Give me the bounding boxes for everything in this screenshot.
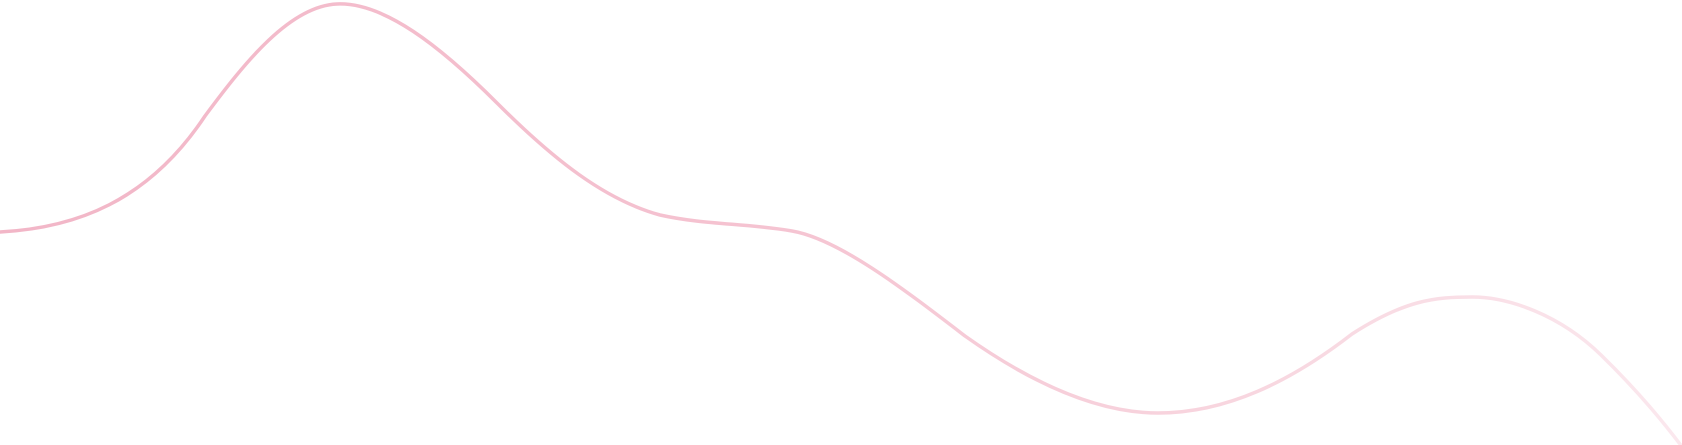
curve-svg xyxy=(0,2,1682,445)
drawing-canvas xyxy=(0,2,1682,445)
pink-wavy-curve xyxy=(0,2,1682,445)
